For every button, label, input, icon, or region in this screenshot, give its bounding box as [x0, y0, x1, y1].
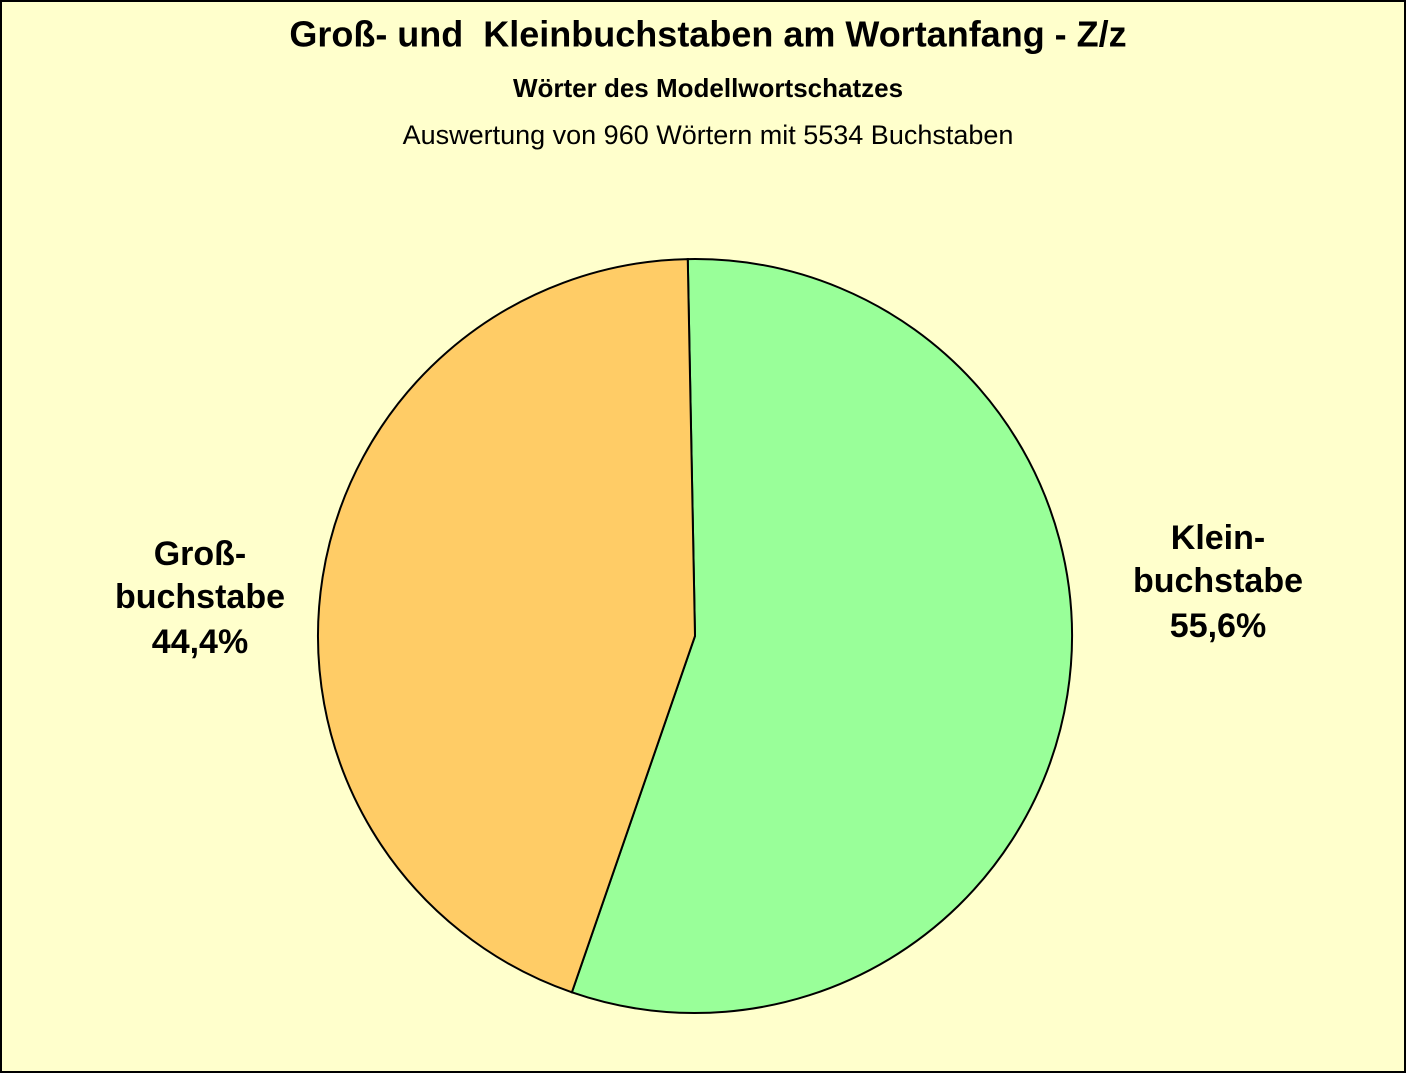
slice-value-label: 44,4% — [152, 623, 248, 661]
slice-label: Klein-buchstabe — [1133, 519, 1303, 600]
chart-title: Groß- und Kleinbuchstaben am Wortanfang … — [289, 14, 1126, 55]
pie-slice — [570, 258, 1073, 1014]
pie-slice — [317, 258, 697, 994]
chart-subtitle: Wörter des Modellwortschatzes — [513, 73, 903, 103]
chart-note: Auswertung von 960 Wörtern mit 5534 Buch… — [403, 120, 1014, 150]
slice-value-label: 55,6% — [1170, 607, 1266, 645]
slice-label: Groß-buchstabe — [115, 535, 285, 616]
